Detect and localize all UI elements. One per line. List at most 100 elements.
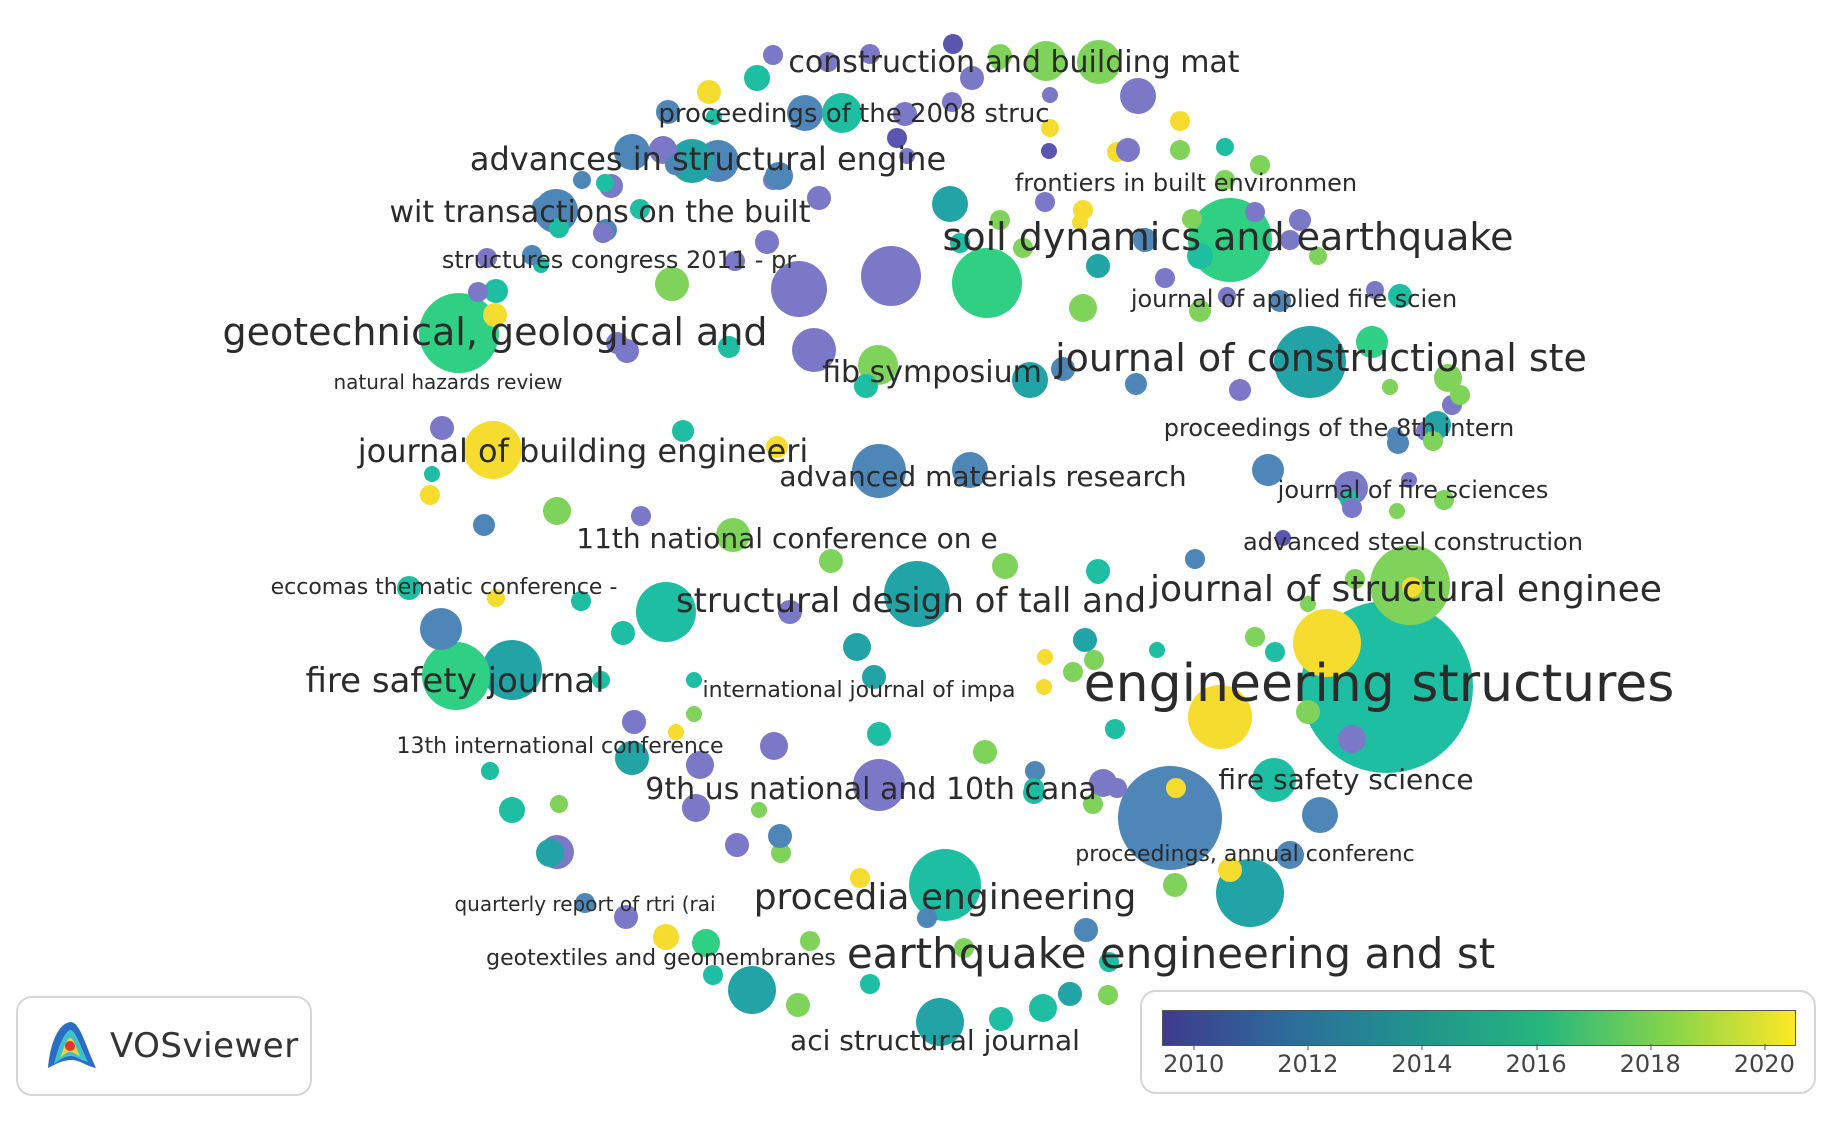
journal-node[interactable] bbox=[482, 640, 542, 700]
journal-node[interactable] bbox=[682, 794, 710, 822]
journal-label[interactable]: quarterly report of rtri (rai bbox=[454, 892, 715, 916]
journal-node[interactable] bbox=[899, 148, 915, 164]
journal-node[interactable] bbox=[573, 171, 591, 189]
journal-node[interactable] bbox=[1166, 778, 1186, 798]
journal-node[interactable] bbox=[1051, 357, 1075, 381]
journal-node[interactable] bbox=[697, 80, 721, 104]
journal-node[interactable] bbox=[1125, 373, 1147, 395]
journal-label[interactable]: wit transactions on the built bbox=[390, 195, 811, 230]
journal-node[interactable] bbox=[424, 466, 440, 482]
journal-node[interactable] bbox=[960, 66, 984, 90]
journal-node[interactable] bbox=[1274, 326, 1346, 398]
journal-node[interactable] bbox=[819, 549, 843, 573]
journal-node[interactable] bbox=[1216, 138, 1234, 156]
journal-node[interactable] bbox=[1012, 362, 1048, 398]
journal-node[interactable] bbox=[765, 162, 793, 190]
journal-node[interactable] bbox=[1215, 170, 1235, 190]
journal-node[interactable] bbox=[1074, 918, 1098, 942]
journal-node[interactable] bbox=[593, 223, 613, 243]
journal-node[interactable] bbox=[786, 993, 810, 1017]
journal-node[interactable] bbox=[473, 514, 495, 536]
journal-node[interactable] bbox=[1170, 140, 1190, 160]
journal-node[interactable] bbox=[860, 974, 880, 994]
journal-node[interactable] bbox=[1042, 87, 1058, 103]
journal-node[interactable] bbox=[1387, 432, 1409, 454]
journal-node[interactable] bbox=[1084, 650, 1104, 670]
journal-label[interactable]: journal of structural enginee bbox=[1149, 569, 1662, 610]
journal-node[interactable] bbox=[481, 762, 499, 780]
journal-node[interactable] bbox=[850, 868, 870, 888]
journal-node[interactable] bbox=[464, 421, 522, 479]
journal-node[interactable] bbox=[631, 506, 651, 526]
journal-node[interactable] bbox=[990, 210, 1010, 230]
journal-node[interactable] bbox=[668, 724, 684, 740]
journal-label[interactable]: proceedings of the 2008 struc bbox=[658, 99, 1049, 129]
journal-node[interactable] bbox=[1338, 725, 1366, 753]
journal-node[interactable] bbox=[1026, 41, 1066, 81]
journal-node[interactable] bbox=[1041, 119, 1059, 137]
journal-node[interactable] bbox=[1187, 243, 1213, 269]
journal-node[interactable] bbox=[1036, 679, 1052, 695]
journal-node[interactable] bbox=[549, 218, 569, 238]
journal-node[interactable] bbox=[973, 740, 997, 764]
journal-node[interactable] bbox=[1083, 794, 1103, 814]
journal-node[interactable] bbox=[1450, 385, 1470, 405]
journal-label[interactable]: advances in structural engine bbox=[470, 140, 946, 178]
journal-node[interactable] bbox=[853, 759, 905, 811]
journal-label[interactable]: journal of applied fire scien bbox=[1130, 285, 1457, 313]
journal-node[interactable] bbox=[656, 100, 680, 124]
journal-node[interactable] bbox=[1423, 431, 1443, 451]
journal-label[interactable]: journal of building engineeri bbox=[357, 432, 809, 470]
journal-node[interactable] bbox=[468, 282, 488, 302]
journal-label[interactable]: geotechnical, geological and bbox=[222, 310, 767, 354]
journal-node[interactable] bbox=[1275, 530, 1291, 546]
journal-label[interactable]: geotextiles and geomembranes bbox=[486, 946, 836, 971]
journal-label[interactable]: 13th international conference bbox=[396, 734, 723, 759]
journal-node[interactable] bbox=[1388, 284, 1412, 308]
journal-node[interactable] bbox=[1342, 498, 1362, 518]
journal-node[interactable] bbox=[1302, 797, 1338, 833]
journal-node[interactable] bbox=[942, 92, 962, 112]
journal-node[interactable] bbox=[522, 245, 542, 265]
journal-node[interactable] bbox=[991, 54, 1007, 70]
journal-label[interactable]: journal of fire sciences bbox=[1277, 476, 1549, 504]
journal-node[interactable] bbox=[1366, 281, 1384, 299]
journal-node[interactable] bbox=[1218, 287, 1236, 305]
journal-node[interactable] bbox=[1073, 628, 1097, 652]
journal-node[interactable] bbox=[854, 374, 878, 398]
journal-node[interactable] bbox=[725, 833, 749, 857]
journal-node[interactable] bbox=[1029, 994, 1057, 1022]
journal-node[interactable] bbox=[884, 561, 950, 627]
journal-node[interactable] bbox=[909, 849, 981, 921]
journal-node[interactable] bbox=[1188, 685, 1252, 749]
journal-node[interactable] bbox=[1296, 700, 1320, 724]
journal-node[interactable] bbox=[843, 633, 871, 661]
journal-node[interactable] bbox=[499, 797, 525, 823]
journal-label[interactable]: eccomas thematic conference - bbox=[271, 575, 618, 600]
journal-node[interactable] bbox=[954, 938, 974, 958]
journal-node[interactable] bbox=[614, 905, 638, 929]
journal-node[interactable] bbox=[1035, 192, 1055, 212]
journal-node[interactable] bbox=[1133, 228, 1157, 252]
journal-node[interactable] bbox=[1170, 111, 1190, 131]
journal-node[interactable] bbox=[1189, 300, 1211, 322]
journal-node[interactable] bbox=[571, 591, 591, 611]
journal-node[interactable] bbox=[1163, 873, 1187, 897]
journal-node[interactable] bbox=[420, 485, 440, 505]
journal-node[interactable] bbox=[1149, 642, 1165, 658]
journal-node[interactable] bbox=[1356, 326, 1388, 358]
journal-node[interactable] bbox=[771, 261, 827, 317]
journal-node[interactable] bbox=[487, 589, 505, 607]
journal-label[interactable]: advanced materials research bbox=[779, 460, 1186, 493]
journal-node[interactable] bbox=[665, 155, 685, 175]
journal-node[interactable] bbox=[989, 1007, 1013, 1031]
journal-node[interactable] bbox=[771, 843, 791, 863]
journal-node[interactable] bbox=[766, 436, 788, 458]
journal-node[interactable] bbox=[655, 267, 689, 301]
journal-node[interactable] bbox=[636, 582, 696, 642]
journal-node[interactable] bbox=[672, 420, 694, 442]
journal-node[interactable] bbox=[792, 328, 836, 372]
journal-node[interactable] bbox=[744, 65, 770, 91]
journal-node[interactable] bbox=[614, 134, 650, 170]
journal-node[interactable] bbox=[1245, 202, 1265, 222]
